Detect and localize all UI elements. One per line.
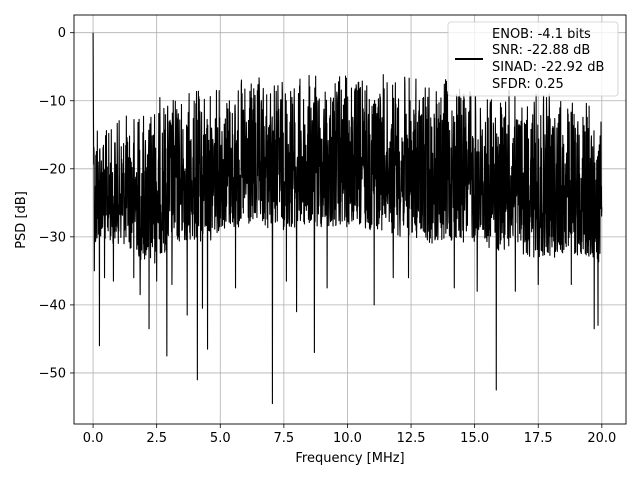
legend-sinad: SINAD: -22.92 dB — [492, 60, 604, 75]
x-tick-label: 7.5 — [274, 431, 295, 446]
y-tick-label: 0 — [58, 26, 66, 41]
x-axis: 0.0 2.5 5.0 7.5 10.0 12.5 15.0 17.5 20.0 — [83, 424, 616, 446]
x-tick-label: 20.0 — [587, 431, 616, 446]
x-tick-label: 10.0 — [333, 431, 362, 446]
y-axis-label: PSD [dB] — [14, 191, 29, 249]
y-tick-label: −40 — [39, 298, 66, 313]
y-tick-label: −10 — [39, 94, 66, 109]
x-tick-label: 0.0 — [83, 431, 104, 446]
series-layer — [92, 32, 603, 405]
y-tick-label: −30 — [39, 230, 66, 245]
legend-box — [447, 21, 619, 97]
x-tick-label: 17.5 — [524, 431, 553, 446]
psd-series-line — [92, 32, 603, 405]
x-tick-label: 12.5 — [397, 431, 426, 446]
legend-enob: ENOB: -4.1 bits — [492, 27, 591, 42]
x-axis-label: Frequency [MHz] — [295, 451, 404, 466]
y-tick-label: −50 — [39, 366, 66, 381]
legend-sfdr: SFDR: 0.25 — [492, 77, 564, 92]
plot-frame — [73, 14, 627, 425]
y-tick-label: −20 — [39, 162, 66, 177]
y-axis: 0 −10 −20 −30 −40 −50 — [39, 26, 74, 381]
x-tick-label: 15.0 — [460, 431, 489, 446]
x-tick-label: 5.0 — [210, 431, 231, 446]
legend: ENOB: -4.1 bits SNR: -22.88 dB SINAD: -2… — [447, 21, 619, 97]
legend-snr: SNR: -22.88 dB — [492, 43, 590, 58]
x-tick-label: 2.5 — [146, 431, 167, 446]
